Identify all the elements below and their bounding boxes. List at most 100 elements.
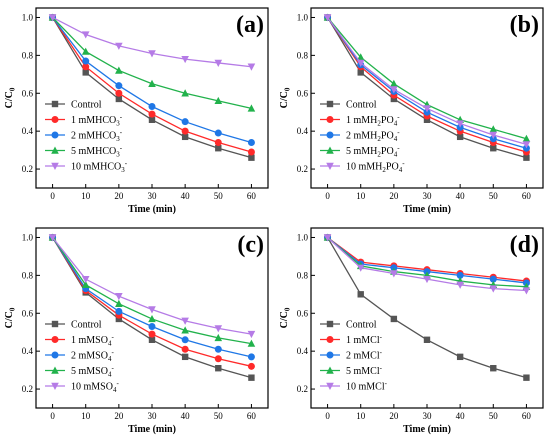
data-point: [148, 103, 156, 111]
panel-label: (d): [510, 232, 539, 258]
data-point: [247, 353, 255, 361]
data-point: [522, 141, 531, 149]
data-point: [489, 125, 498, 133]
data-point: [247, 362, 255, 370]
data-point: [489, 131, 498, 139]
series-5: [48, 234, 256, 339]
panel-label: (b): [510, 12, 539, 38]
data-point: [522, 134, 531, 142]
y-tick-label: 0.2: [22, 384, 33, 394]
legend-marker: [51, 336, 59, 343]
data-point: [423, 275, 431, 284]
x-tick-label: 50: [489, 411, 499, 421]
legend-label: 5 mMHCO3-: [71, 144, 123, 159]
y-tick-label: 1.0: [22, 12, 34, 22]
data-point: [181, 326, 189, 334]
legend-item: 2 mMH2PO4-: [320, 129, 400, 143]
data-point: [148, 314, 156, 323]
x-tick-label: 40: [181, 191, 191, 201]
data-point: [181, 118, 189, 126]
data-point: [81, 47, 90, 55]
data-point: [423, 116, 431, 123]
data-point: [81, 280, 90, 289]
x-tick-label: 20: [114, 411, 124, 421]
data-point: [456, 281, 464, 289]
legend-item: 5 mMH2PO4-: [320, 144, 400, 159]
x-tick-label: 60: [522, 411, 532, 421]
x-tick-label: 0: [50, 191, 55, 201]
x-tick-label: 30: [423, 191, 433, 201]
legend-marker: [326, 100, 334, 108]
x-axis-label: Time (min): [403, 204, 451, 215]
x-tick-label: 30: [148, 191, 158, 201]
y-tick-label: 0.2: [297, 164, 308, 174]
legend-marker: [326, 320, 334, 328]
legend-item: 1 mMHCO3-: [45, 113, 123, 128]
legend-marker: [51, 351, 59, 359]
legend-marker: [326, 131, 334, 139]
data-point: [489, 275, 497, 283]
x-tick-label: 50: [489, 191, 499, 201]
legend: Control 1 mMSO4-2 mMSO4-5 mMSO4-10 mMSO4-: [45, 320, 119, 394]
data-point: [523, 154, 530, 161]
data-point: [357, 291, 364, 298]
data-point: [247, 139, 255, 147]
x-tick-label: 10: [356, 411, 366, 421]
x-tick-label: 30: [423, 411, 433, 421]
data-point: [81, 275, 90, 284]
chart-panel-2: 0 10 20 30 40 50 60 0.2 0.4 0.6 0.8 1.0 Time (min) C/…: [279, 7, 544, 215]
series-5: [323, 14, 531, 149]
data-point: [214, 59, 223, 67]
data-point: [390, 79, 398, 87]
data-point: [214, 129, 222, 137]
series-4: [48, 13, 256, 112]
data-point: [456, 120, 464, 128]
data-point: [247, 330, 256, 339]
y-tick-label: 0.2: [297, 384, 308, 394]
data-point: [115, 315, 123, 323]
data-point: [489, 285, 498, 293]
data-point: [323, 234, 332, 242]
y-tick-label: 1.0: [297, 232, 309, 242]
y-tick-label: 0.6: [22, 88, 34, 98]
legend-marker: [51, 366, 59, 374]
data-point: [456, 353, 464, 361]
y-tick-label: 0.6: [22, 308, 34, 318]
data-point: [215, 365, 222, 372]
legend-item: Control: [320, 320, 377, 331]
data-point: [81, 31, 90, 39]
data-point: [181, 317, 189, 325]
y-tick-label: 0.2: [22, 164, 33, 174]
data-point: [456, 271, 464, 279]
y-tick-label: 0.8: [22, 270, 34, 280]
series-5: [323, 234, 531, 295]
data-point: [215, 145, 222, 152]
data-point: [490, 145, 497, 152]
y-tick-label: 0.8: [297, 270, 309, 280]
panel-label: (c): [237, 232, 264, 258]
x-tick-label: 60: [247, 191, 257, 201]
data-point: [181, 133, 189, 141]
legend-label: 2 mMHCO3-: [71, 129, 123, 144]
data-point: [115, 293, 123, 301]
legend-marker: [326, 366, 334, 374]
legend: Control 1 mMCl- 2 mMCl- 5 mMCl- 10 mMCl-: [320, 320, 388, 393]
y-axis-label: C/C0: [279, 87, 292, 108]
data-point: [456, 133, 464, 141]
x-tick-label: 50: [214, 191, 224, 201]
x-tick-label: 50: [214, 411, 224, 421]
y-tick-label: 0.6: [297, 308, 309, 318]
legend-item: 10 mMHCO3-: [45, 160, 128, 174]
data-point: [148, 330, 156, 338]
data-point: [48, 234, 57, 242]
data-point: [247, 339, 256, 347]
legend-label: 1 mMH2PO4-: [346, 113, 400, 128]
legend-label: Control: [71, 320, 102, 331]
legend-marker: [51, 162, 59, 170]
series-line: [52, 237, 252, 367]
legend-label: 5 mMH2PO4-: [346, 144, 400, 159]
data-point: [48, 14, 57, 22]
legend-item: 5 mMCl-: [320, 364, 383, 377]
data-point: [390, 315, 398, 323]
legend-label: 2 mMCl-: [346, 349, 383, 362]
